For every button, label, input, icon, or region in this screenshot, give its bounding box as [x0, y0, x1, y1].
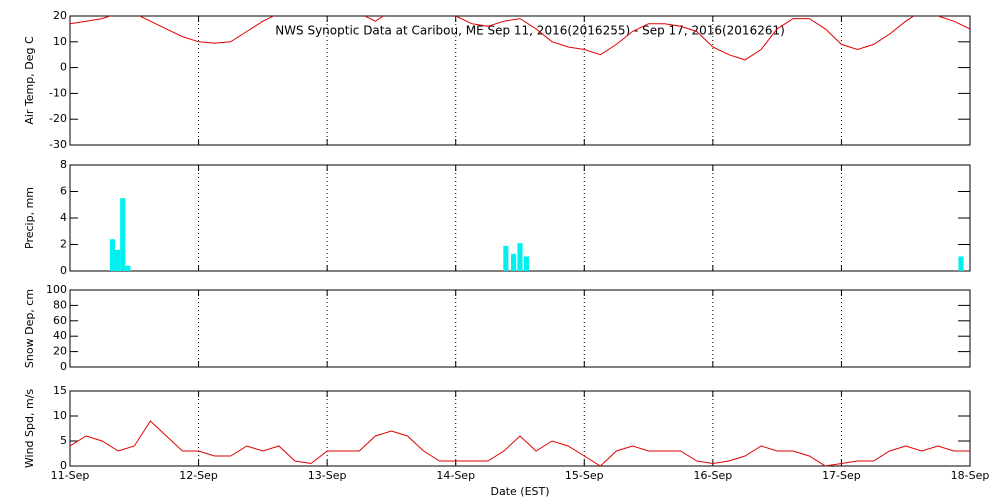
- bar: [517, 243, 523, 271]
- y-tick-label: 40: [53, 329, 67, 342]
- plot-frame: [69, 289, 971, 368]
- y-tick-label: 6: [60, 185, 67, 198]
- y-tick-label: 0: [60, 459, 67, 472]
- x-tick-label: 14-Sep: [436, 469, 475, 482]
- data-line: [70, 420, 970, 466]
- y-tick-label: 0: [60, 264, 67, 277]
- y-tick-label: 0: [60, 360, 67, 373]
- y-tick-label: 20: [53, 345, 67, 358]
- y-axis-label: Snow Dep, cm: [23, 289, 36, 368]
- bar: [115, 249, 121, 271]
- plot-frame: [69, 390, 971, 467]
- chart-title: NWS Synoptic Data at Caribou, ME Sep 11,…: [275, 24, 785, 38]
- bar: [109, 239, 115, 271]
- y-tick-label: 10: [53, 35, 67, 48]
- y-tick-label: 15: [53, 384, 67, 397]
- x-tick-label: 12-Sep: [179, 469, 218, 482]
- x-tick-label: 17-Sep: [822, 469, 861, 482]
- x-axis-label: Date (EST): [490, 485, 549, 498]
- y-tick-label: -10: [49, 86, 67, 99]
- y-tick-label: 5: [60, 434, 67, 447]
- bar: [523, 256, 529, 271]
- plot-frame: [69, 15, 971, 146]
- y-tick-label: 60: [53, 314, 67, 327]
- x-tick-label: 13-Sep: [308, 469, 347, 482]
- y-axis-label: Wind Spd, m/s: [23, 389, 36, 469]
- bar: [511, 253, 517, 271]
- y-tick-label: 8: [60, 158, 67, 171]
- y-tick-label: 20: [53, 9, 67, 22]
- y-tick-label: 10: [53, 409, 67, 422]
- y-tick-label: 100: [46, 283, 67, 296]
- y-tick-label: -20: [49, 112, 67, 125]
- y-tick-label: -30: [49, 138, 67, 151]
- y-tick-label: 4: [60, 211, 67, 224]
- y-tick-label: 0: [60, 61, 67, 74]
- data-line: [70, 16, 970, 61]
- x-tick-label: 18-Sep: [951, 469, 990, 482]
- y-tick-label: 80: [53, 298, 67, 311]
- y-axis-label: Air Temp, Deg C: [23, 36, 36, 125]
- x-tick-label: 11-Sep: [51, 469, 90, 482]
- y-axis-label: Precip, mm: [23, 187, 36, 249]
- x-tick-label: 16-Sep: [694, 469, 733, 482]
- bar: [503, 245, 509, 271]
- bar: [958, 256, 964, 271]
- bar: [125, 265, 131, 271]
- bar: [120, 198, 126, 271]
- x-tick-label: 15-Sep: [565, 469, 604, 482]
- y-tick-label: 2: [60, 238, 67, 251]
